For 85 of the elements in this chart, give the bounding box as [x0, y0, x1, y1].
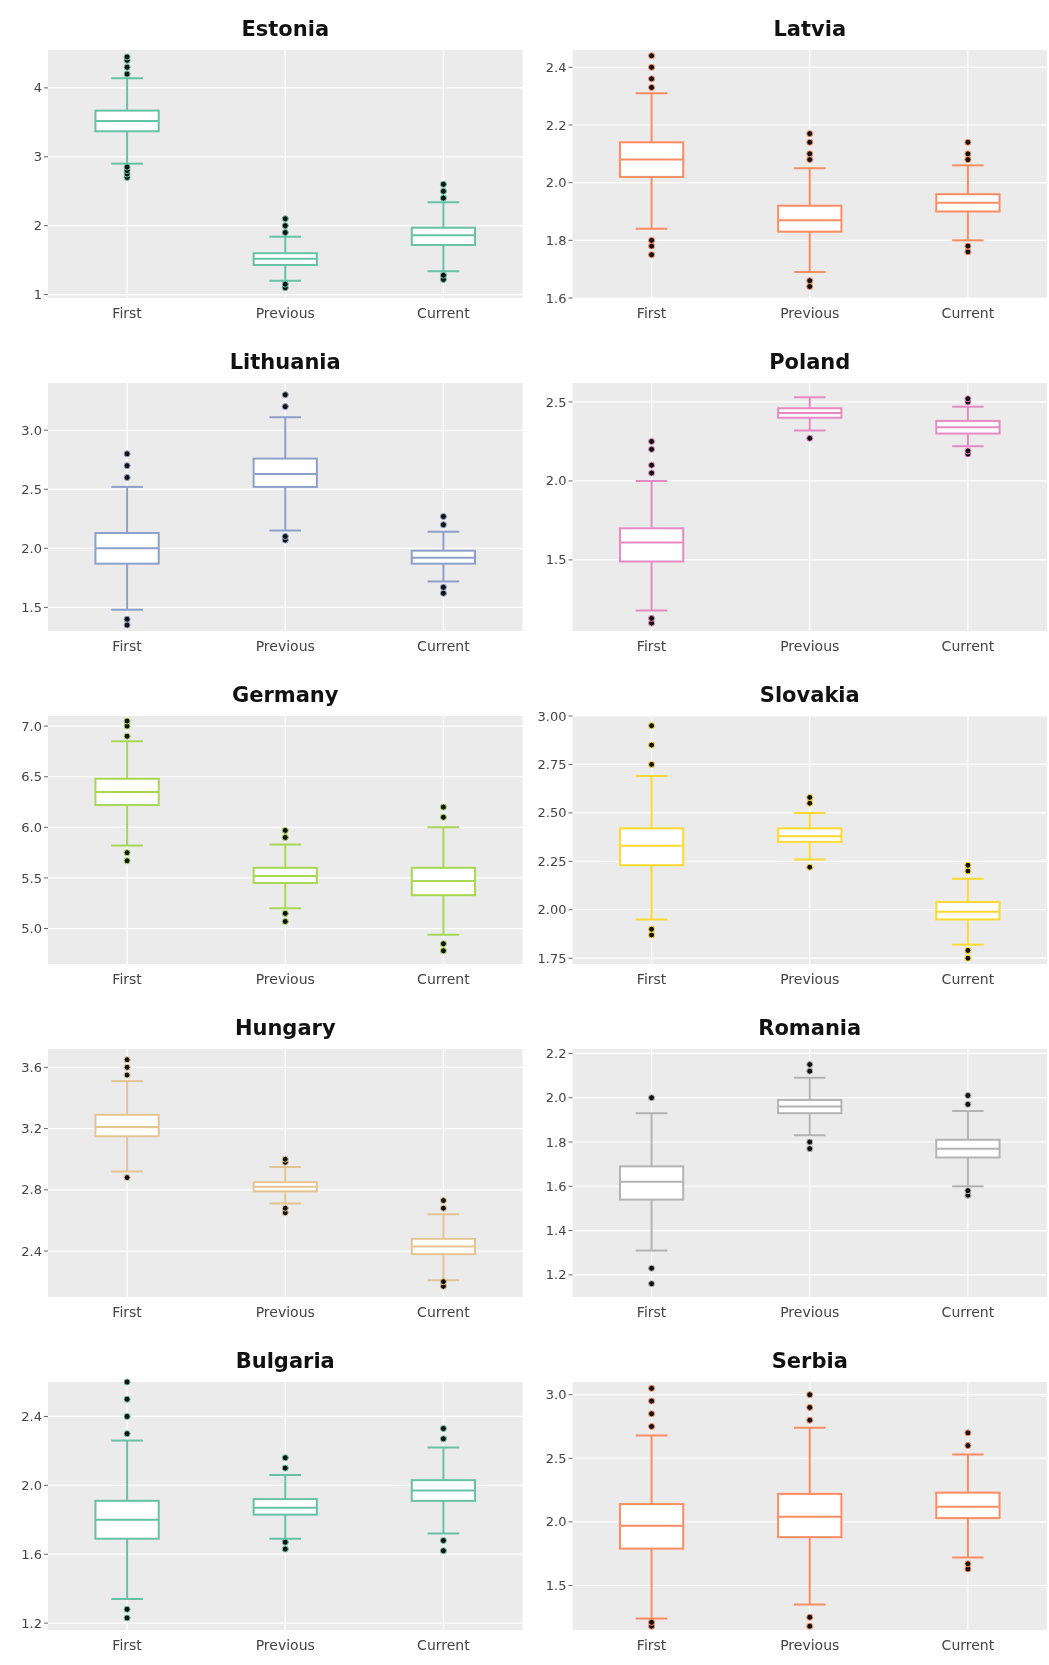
x-tick-label: First — [112, 971, 143, 987]
y-tick-label: 2.0 — [545, 1514, 567, 1530]
y-tick-label: 2.0 — [545, 175, 567, 191]
x-tick-label: First — [636, 1637, 667, 1653]
x-tick-label: Current — [417, 971, 471, 987]
y-tick-label: 2.0 — [545, 473, 567, 489]
y-tick-label: 1.8 — [545, 1134, 567, 1150]
x-tick-label: Previous — [780, 305, 840, 321]
x-tick-label: Current — [941, 638, 995, 654]
y-tick-label: 3 — [33, 149, 42, 165]
chart-title: Hungary — [234, 1016, 336, 1040]
chart-title: Lithuania — [229, 350, 341, 374]
chart-title: Estonia — [241, 17, 330, 41]
chart-title: Latvia — [773, 17, 847, 41]
y-tick-label: 1.8 — [545, 232, 567, 248]
y-tick-label: 1.2 — [545, 1267, 567, 1283]
x-tick-label: Previous — [255, 971, 315, 987]
y-tick-label: 3.00 — [537, 708, 567, 724]
y-tick-label: 4 — [33, 80, 42, 96]
y-tick-label: 2.4 — [21, 1243, 42, 1259]
y-tick-label: 3.0 — [21, 422, 42, 438]
y-tick-label: 1.5 — [21, 599, 42, 615]
y-tick-label: 2.4 — [545, 59, 567, 75]
x-tick-label: First — [636, 1304, 667, 1320]
x-tick-label: Previous — [255, 638, 315, 654]
chart-title: Poland — [769, 350, 851, 374]
y-tick-label: 1.5 — [545, 1578, 567, 1594]
y-tick-label: 1.5 — [545, 552, 567, 568]
x-tick-label: Previous — [780, 971, 840, 987]
x-tick-label: Current — [417, 1304, 471, 1320]
y-tick-label: 1.6 — [21, 1546, 42, 1562]
chart-title: Romania — [758, 1016, 862, 1040]
y-tick-label: 2.75 — [537, 756, 567, 772]
y-tick-label: 3.6 — [21, 1059, 42, 1075]
x-tick-label: First — [112, 305, 143, 321]
y-tick-label: 2.0 — [21, 1477, 42, 1493]
x-tick-label: Current — [417, 305, 471, 321]
y-tick-label: 2.00 — [537, 902, 567, 918]
y-tick-label: 2.2 — [545, 1045, 567, 1061]
y-tick-label: 1.6 — [545, 290, 567, 306]
y-tick-label: 2 — [33, 218, 42, 234]
chart-title: Germany — [231, 683, 339, 707]
x-tick-label: Current — [417, 1637, 471, 1653]
x-tick-label: Previous — [255, 1304, 315, 1320]
y-tick-label: 1.2 — [21, 1615, 42, 1631]
y-tick-label: 2.2 — [545, 117, 567, 133]
y-tick-label: 3.2 — [21, 1121, 42, 1137]
x-tick-label: First — [636, 638, 667, 654]
y-tick-label: 2.25 — [537, 853, 567, 869]
chart-title: Serbia — [771, 1349, 848, 1373]
y-tick-label: 2.5 — [545, 394, 567, 410]
x-tick-label: First — [112, 638, 143, 654]
y-tick-label: 2.5 — [545, 1450, 567, 1466]
y-tick-label: 1 — [33, 287, 42, 303]
y-tick-label: 6.5 — [21, 769, 42, 785]
y-tick-label: 1.75 — [537, 950, 567, 966]
y-tick-label: 2.5 — [21, 481, 42, 497]
y-tick-label: 6.0 — [21, 819, 42, 835]
x-tick-label: First — [112, 1304, 143, 1320]
chart-title: Bulgaria — [235, 1349, 335, 1373]
y-tick-label: 3.0 — [545, 1387, 567, 1403]
y-tick-label: 1.4 — [545, 1223, 567, 1239]
x-tick-label: Previous — [255, 305, 315, 321]
x-tick-label: Previous — [780, 638, 840, 654]
x-tick-label: Previous — [780, 1637, 840, 1653]
x-tick-label: Current — [941, 305, 995, 321]
x-tick-label: First — [636, 971, 667, 987]
y-tick-label: 2.4 — [21, 1408, 42, 1424]
x-tick-label: Current — [941, 1304, 995, 1320]
x-tick-label: Previous — [780, 1304, 840, 1320]
y-tick-label: 5.5 — [21, 870, 42, 886]
chart-title: Slovakia — [759, 683, 860, 707]
x-tick-label: Current — [941, 1637, 995, 1653]
x-tick-label: Current — [941, 971, 995, 987]
y-tick-label: 5.0 — [21, 921, 42, 937]
y-tick-label: 1.6 — [545, 1178, 567, 1194]
x-tick-label: Current — [417, 638, 471, 654]
y-tick-label: 2.0 — [21, 540, 42, 556]
y-tick-label: 2.50 — [537, 805, 567, 821]
y-tick-label: 7.0 — [21, 718, 42, 734]
y-tick-label: 2.8 — [21, 1182, 42, 1198]
x-tick-label: First — [112, 1637, 143, 1653]
y-tick-label: 2.0 — [545, 1090, 567, 1106]
x-tick-label: First — [636, 305, 667, 321]
x-tick-label: Previous — [255, 1637, 315, 1653]
